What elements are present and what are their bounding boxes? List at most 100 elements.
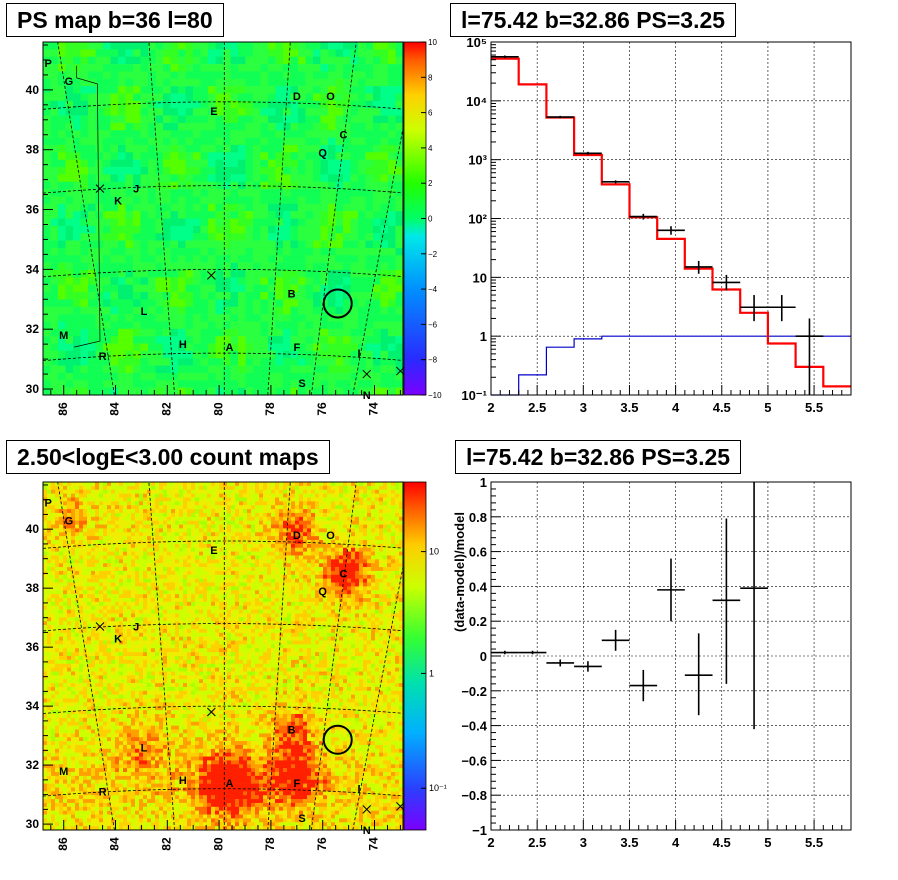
map-pixel xyxy=(193,189,201,197)
map-pixel xyxy=(103,108,111,116)
map-pixel xyxy=(178,196,186,204)
map-pixel xyxy=(91,648,95,652)
map-pixel xyxy=(88,160,96,168)
map-pixel xyxy=(95,768,99,772)
map-pixel xyxy=(73,351,81,359)
map-pixel xyxy=(388,366,396,374)
map-pixel xyxy=(83,818,87,822)
map-pixel xyxy=(135,613,139,617)
map-pixel xyxy=(246,219,254,227)
map-pixel xyxy=(139,598,143,602)
map-pixel xyxy=(351,211,359,219)
map-pixel xyxy=(351,255,359,263)
map-pixel xyxy=(336,196,344,204)
map-pixel xyxy=(148,182,156,190)
map-pixel xyxy=(43,803,47,807)
map-pixel xyxy=(71,784,75,788)
map-pixel xyxy=(59,571,63,575)
map-pixel xyxy=(373,86,381,94)
map-pixel xyxy=(51,204,59,212)
map-pixel xyxy=(103,552,107,556)
map-pixel xyxy=(71,505,75,509)
map-pixel xyxy=(208,152,216,160)
map-pixel xyxy=(118,152,126,160)
map-pixel xyxy=(75,757,79,761)
map-pixel xyxy=(163,314,171,322)
map-pixel xyxy=(283,101,291,109)
map-pixel xyxy=(135,722,139,726)
map-pixel xyxy=(253,241,261,249)
map-pixel xyxy=(313,196,321,204)
map-pixel xyxy=(193,299,201,307)
map-pixel xyxy=(47,718,51,722)
map-pixel xyxy=(201,57,209,65)
map-pixel xyxy=(148,101,156,109)
map-pixel xyxy=(186,219,194,227)
map-pixel xyxy=(99,486,103,490)
map-pixel xyxy=(135,768,139,772)
map-pixel xyxy=(276,277,284,285)
map-pixel xyxy=(73,380,81,388)
map-pixel xyxy=(246,388,254,396)
map-pixel xyxy=(75,521,79,525)
map-pixel xyxy=(216,167,224,175)
map-pixel xyxy=(66,307,74,315)
map-pixel xyxy=(81,93,89,101)
map-pixel xyxy=(67,675,71,679)
map-pixel xyxy=(171,145,179,153)
map-pixel xyxy=(186,123,194,131)
map-pixel xyxy=(148,204,156,212)
map-pixel xyxy=(238,380,246,388)
map-pixel xyxy=(253,373,261,381)
map-pixel xyxy=(79,505,83,509)
map-pixel xyxy=(63,691,67,695)
map-pixel xyxy=(71,648,75,652)
map-pixel xyxy=(71,768,75,772)
map-pixel xyxy=(58,211,66,219)
map-pixel xyxy=(139,521,143,525)
map-pixel xyxy=(87,528,91,532)
map-pixel xyxy=(201,233,209,241)
map-pixel xyxy=(171,255,179,263)
map-pixel xyxy=(328,263,336,271)
map-pixel xyxy=(111,57,119,65)
map-pixel xyxy=(123,571,127,575)
map-pixel xyxy=(253,336,261,344)
map-pixel xyxy=(186,299,194,307)
map-pixel xyxy=(107,822,111,826)
map-pixel xyxy=(51,741,55,745)
map-pixel xyxy=(55,784,59,788)
map-pixel xyxy=(99,675,103,679)
map-pixel xyxy=(201,292,209,300)
map-pixel xyxy=(63,641,67,645)
map-pixel xyxy=(143,633,147,637)
map-pixel xyxy=(47,803,51,807)
map-pixel xyxy=(143,710,147,714)
map-pixel xyxy=(135,528,139,532)
map-pixel xyxy=(127,575,131,579)
map-pixel xyxy=(283,79,291,87)
map-pixel xyxy=(186,307,194,315)
map-pixel xyxy=(336,219,344,227)
map-pixel xyxy=(99,780,103,784)
map-pixel xyxy=(306,314,314,322)
map-pixel xyxy=(96,57,104,65)
map-pixel xyxy=(59,532,63,536)
map-pixel xyxy=(143,706,147,710)
map-pixel xyxy=(107,706,111,710)
map-pixel xyxy=(201,388,209,396)
map-pixel xyxy=(133,145,141,153)
map-pixel xyxy=(313,174,321,182)
map-pixel xyxy=(43,714,47,718)
map-pixel xyxy=(99,699,103,703)
map-pixel xyxy=(115,729,119,733)
map-pixel xyxy=(366,108,374,116)
map-pixel xyxy=(127,548,131,552)
map-pixel xyxy=(171,292,179,300)
map-pixel xyxy=(81,108,89,116)
map-pixel xyxy=(336,292,344,300)
map-pixel xyxy=(238,160,246,168)
map-pixel xyxy=(91,548,95,552)
map-pixel xyxy=(99,637,103,641)
map-pixel xyxy=(43,559,47,563)
